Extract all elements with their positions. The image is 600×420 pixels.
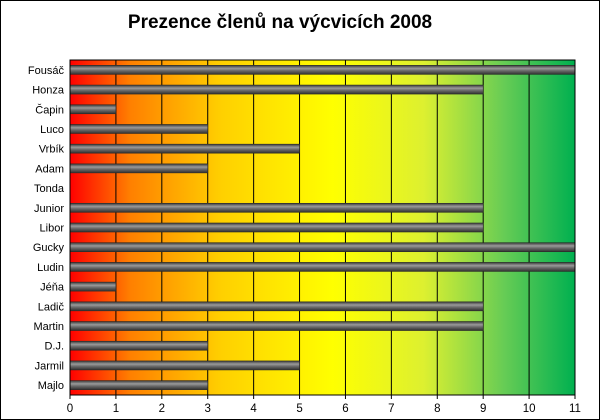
bar [69,84,484,95]
tick-label: 1 [113,403,119,415]
category-label: Majlo [38,380,64,392]
bar [69,340,209,351]
category-label: Gucky [33,242,65,254]
bar [69,321,484,331]
category-label: Jarmil [35,360,64,372]
tick-label: 8 [434,403,440,415]
bar [69,143,300,154]
category-label: Honza [32,85,65,97]
tick-label: 9 [480,403,486,415]
category-label: Ladič [38,301,65,313]
tick-label: 3 [205,403,211,415]
bar [69,202,484,213]
category-label: Tonda [34,183,65,195]
tick-label: 11 [569,403,581,415]
bar [69,222,484,233]
category-label: Junior [34,203,64,215]
tick-label: 0 [67,403,73,415]
bar [69,124,209,134]
tick-label: 4 [250,403,257,415]
bar [69,360,300,371]
bar [69,163,209,174]
category-label: Ludin [37,262,64,274]
tick-label: 10 [523,403,536,415]
tick-label: 6 [342,403,348,415]
bar [69,301,484,312]
tick-label: 7 [388,403,394,415]
bar [69,281,117,292]
bar [69,380,209,390]
category-label: Libor [40,223,65,235]
bar [69,65,576,75]
category-label: Vrbík [39,144,65,156]
chart-title: Prezence členů na výcvicích 2008 [127,12,433,33]
category-label: Fousáč [28,65,65,77]
bar [69,262,576,272]
category-label: D.J. [44,341,64,353]
category-label: Čapin [35,103,64,116]
bar [69,242,576,253]
plot-border [69,59,576,396]
tick-label: 2 [159,403,165,415]
category-label: Adam [35,163,64,175]
category-label: Jéňa [40,282,65,294]
category-label: Luco [40,124,64,136]
category-label: Martin [33,321,64,333]
tick-label: 5 [296,403,302,415]
bar [69,104,117,115]
